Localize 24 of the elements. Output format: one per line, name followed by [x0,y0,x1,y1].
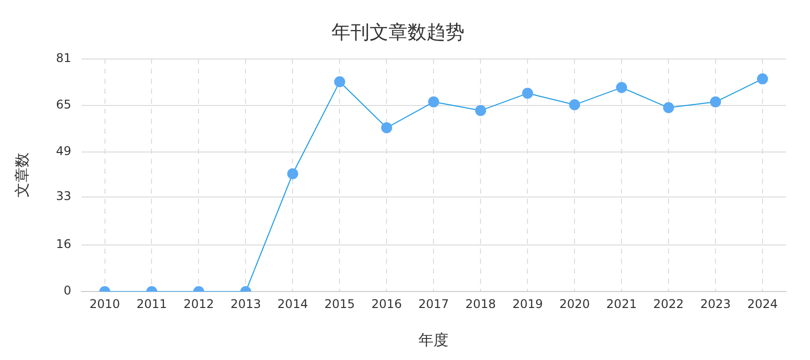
x-tick-label: 2010 [89,296,120,311]
x-tick-label: 2024 [747,296,778,311]
x-tick-label: 2016 [371,296,402,311]
y-tick-label: 33 [56,188,72,203]
x-tick-label: 2014 [277,296,308,311]
x-tick-label: 2015 [324,296,355,311]
chart-title: 年刊文章数趋势 [332,21,464,44]
x-tick-label: 2023 [700,296,731,311]
x-tick-label: 2017 [418,296,449,311]
x-tick-label: 2021 [606,296,637,311]
y-tick-label: 49 [56,144,72,158]
x-axis-title: 年度 [418,330,449,349]
x-tick-label: 2011 [136,296,168,311]
y-tick-label: 81 [56,50,72,65]
y-axis-title: 文章数 [12,152,31,198]
x-tick-label: 2022 [653,296,684,311]
y-tick-label: 65 [56,97,72,112]
x-tick-label: 2012 [183,296,214,311]
x-tick-label: 2019 [512,296,543,311]
y-tick-label: 16 [56,237,72,252]
y-tick-label: 0 [64,284,72,298]
x-tick-label: 2020 [559,296,590,311]
x-tick-label: 2018 [465,296,496,311]
x-tick-label: 2013 [230,296,261,311]
